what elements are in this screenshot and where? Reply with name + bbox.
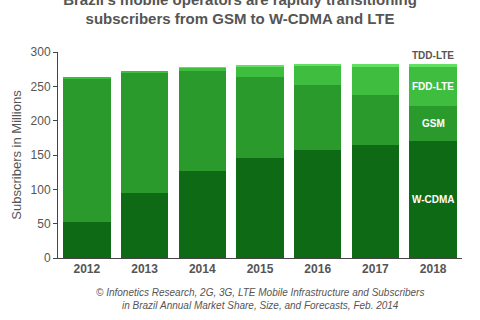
svg-text:© Infonetics Research, 2G, 3G,: © Infonetics Research, 2G, 3G, LTE Mobil… [96,287,424,311]
svg-text:Brazil's mobile operators are: Brazil's mobile operators are rapidly tr… [63,0,417,27]
svg-text:2014: 2014 [189,262,216,276]
svg-text:2018: 2018 [420,262,447,276]
svg-text:300: 300 [31,45,51,59]
svg-text:FDD-LTE: FDD-LTE [412,81,454,92]
svg-text:2015: 2015 [247,262,274,276]
svg-text:0: 0 [44,251,51,265]
svg-text:2017: 2017 [362,262,389,276]
svg-text:150: 150 [31,148,51,162]
svg-text:250: 250 [31,80,51,94]
svg-text:Subscribers in Millions: Subscribers in Millions [9,90,24,220]
svg-text:GSM: GSM [422,118,445,129]
svg-text:2012: 2012 [74,262,101,276]
svg-text:100: 100 [31,183,51,197]
svg-text:W-CDMA: W-CDMA [412,194,455,205]
svg-text:2013: 2013 [131,262,158,276]
svg-text:TDD-LTE: TDD-LTE [412,50,454,61]
svg-text:200: 200 [31,114,51,128]
svg-text:50: 50 [37,217,51,231]
svg-text:2016: 2016 [304,262,331,276]
